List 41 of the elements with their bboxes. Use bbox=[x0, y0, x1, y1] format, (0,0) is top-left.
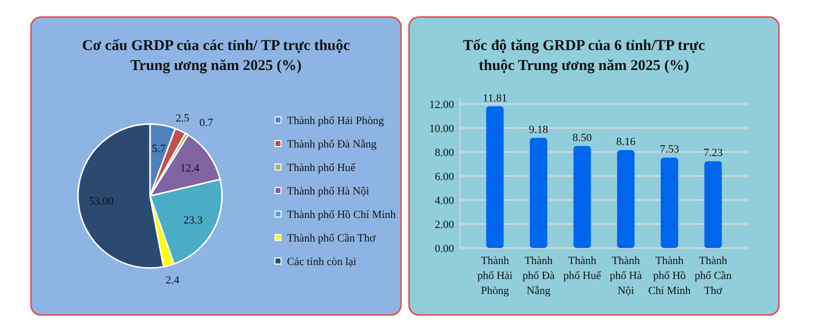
y-tick-label: 6.00 bbox=[434, 171, 454, 183]
data-label: 23.3 bbox=[183, 214, 204, 226]
x-tick-label: Thành phố Cần Thơ bbox=[694, 255, 732, 297]
bar bbox=[617, 150, 635, 248]
bar bbox=[660, 158, 678, 248]
data-label: 8.16 bbox=[616, 136, 636, 148]
chart-title: Cơ cấu GRDP của các tỉnh/ TP trực thuộc Trung ương năm 2025 (%) bbox=[82, 38, 350, 74]
data-label: 12.4 bbox=[180, 162, 200, 174]
data-label: 7.53 bbox=[660, 144, 680, 156]
data-label: 53.00 bbox=[88, 196, 114, 208]
x-tick-label: Thành phố Hải Phòng bbox=[477, 255, 512, 297]
x-tick-label: Thành phố Hồ Chí Minh bbox=[648, 255, 692, 297]
x-tick-label: Thành phố Đà Nẵng bbox=[522, 255, 555, 297]
bar bbox=[530, 138, 548, 248]
data-label: 0.7 bbox=[199, 116, 214, 129]
chart-title: Tốc độ tăng GRDP của 6 tỉnh/TP trực thuộc Trung ương năm 2025 (%) bbox=[463, 38, 706, 74]
legend-label: Thành phố Đà Nẵng bbox=[287, 138, 378, 150]
y-tick-label: 10.00 bbox=[429, 123, 454, 135]
data-label: 9.18 bbox=[528, 124, 549, 136]
y-tick-label: 4.00 bbox=[434, 195, 454, 207]
x-tick-label: Thành phố Huế bbox=[563, 255, 602, 282]
legend-label: Thành phố Cần Thơ bbox=[287, 232, 376, 244]
y-tick-label: 0.00 bbox=[434, 243, 454, 255]
data-label: 7.23 bbox=[703, 147, 724, 160]
data-label: 2.5 bbox=[176, 112, 190, 125]
legend-label: Thành phố Hà Nội bbox=[287, 186, 370, 198]
data-label: 8.50 bbox=[572, 132, 592, 144]
y-tick-label: 8.00 bbox=[434, 147, 454, 159]
bar bbox=[704, 161, 722, 248]
data-label: 11.81 bbox=[482, 92, 508, 104]
legend-label: Các tỉnh còn lại bbox=[287, 256, 356, 268]
legend-label: Thành phố Hải Phòng bbox=[287, 115, 384, 127]
data-label: 2.4 bbox=[166, 274, 180, 286]
data-label: 5.7 bbox=[152, 142, 166, 155]
x-tick-label: Thành phố Hà Nội bbox=[610, 255, 642, 297]
bar bbox=[573, 146, 591, 248]
legend-label: Thành phố Hồ Chí Minh bbox=[287, 209, 396, 221]
bar bbox=[486, 106, 504, 248]
legend-label: Thành phố Huế bbox=[287, 162, 357, 174]
y-tick-label: 12.00 bbox=[429, 99, 454, 111]
y-tick-label: 2.00 bbox=[434, 219, 454, 231]
